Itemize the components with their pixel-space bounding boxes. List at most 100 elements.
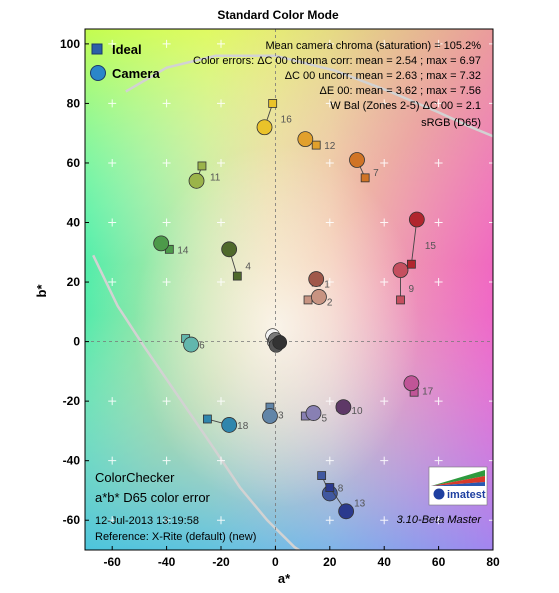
patch-13-ideal-marker bbox=[325, 483, 335, 492]
neutral-patch-marker bbox=[272, 335, 288, 350]
patch-17-camera-marker bbox=[403, 375, 420, 392]
legend: Ideal Camera bbox=[90, 42, 160, 81]
patch-15-ideal-marker bbox=[406, 259, 416, 269]
grid-cross bbox=[108, 39, 117, 48]
patch-11-camera-marker bbox=[188, 172, 205, 189]
legend-ideal-marker bbox=[91, 43, 103, 55]
x-tick-label: 80 bbox=[486, 555, 500, 569]
info-line-1: Mean camera chroma (saturation) = 105.2% bbox=[265, 40, 481, 52]
patch-14-camera-marker bbox=[153, 235, 170, 252]
grid-cross bbox=[162, 39, 171, 48]
gamut-curve-2 bbox=[125, 54, 493, 138]
patch-16-label: 16 bbox=[281, 114, 293, 125]
grid-cross bbox=[108, 516, 117, 525]
patch-7-camera-marker bbox=[349, 152, 365, 168]
patch-15-label: 15 bbox=[425, 241, 437, 252]
grid-cross bbox=[489, 397, 493, 406]
plot-frame bbox=[84, 28, 494, 551]
grid-cross bbox=[380, 397, 389, 406]
grid-cross bbox=[108, 99, 117, 108]
patch-11-ideal-marker bbox=[197, 161, 207, 171]
patch-12-ideal-marker bbox=[311, 140, 321, 150]
grid-cross bbox=[162, 99, 171, 108]
chart-title: Standard Color Mode bbox=[217, 8, 339, 22]
info-line-2: Color errors: ΔC 00 chroma corr: mean = … bbox=[193, 55, 481, 67]
patch-10-camera-marker bbox=[335, 399, 352, 415]
patch-3-label: 3 bbox=[278, 411, 284, 422]
imatest-logo: imatest bbox=[428, 466, 488, 506]
grid-cross bbox=[434, 397, 443, 406]
patch-13-camera-marker bbox=[338, 503, 355, 520]
y-tick-label: 0 bbox=[73, 335, 80, 349]
patch-7-ideal-marker bbox=[360, 173, 370, 183]
grid-cross bbox=[162, 456, 171, 465]
patch-12-camera-marker bbox=[297, 131, 314, 148]
patch-6-label: 6 bbox=[199, 341, 205, 352]
patch-5-camera-marker bbox=[305, 405, 322, 421]
grid-cross bbox=[380, 99, 389, 108]
grid-cross bbox=[217, 158, 225, 167]
grid-cross bbox=[217, 99, 225, 108]
y-axis-label: b* bbox=[34, 284, 49, 298]
grid-cross bbox=[489, 278, 493, 287]
grid-cross bbox=[380, 516, 389, 525]
chart-name-label: ColorChecker bbox=[95, 470, 175, 485]
legend-ideal-label: Ideal bbox=[112, 42, 142, 57]
patch-10-label: 10 bbox=[351, 406, 363, 417]
grid-cross bbox=[162, 158, 171, 167]
patch-14-label: 14 bbox=[177, 245, 189, 256]
legend-camera-label: Camera bbox=[112, 66, 160, 81]
patch-2-label: 2 bbox=[327, 297, 333, 308]
patch-11-label: 11 bbox=[210, 172, 221, 183]
patch-17-label: 17 bbox=[422, 387, 434, 398]
y-tick-label: 80 bbox=[67, 96, 81, 110]
legend-camera-marker bbox=[90, 65, 106, 81]
grid-cross bbox=[217, 516, 225, 525]
reference-label: Reference: X-Rite (default) (new) bbox=[95, 531, 256, 543]
version-label: 3.10-Beta Master bbox=[397, 514, 483, 526]
grid-cross bbox=[162, 516, 171, 525]
patch-4-ideal-marker bbox=[232, 271, 242, 281]
x-tick-label: -40 bbox=[158, 555, 176, 569]
patch-6-camera-marker bbox=[183, 336, 199, 353]
grid-cross bbox=[434, 99, 443, 108]
grid-cross bbox=[380, 456, 389, 465]
grid-cross bbox=[489, 516, 493, 525]
axis-ticks: -60 -40 -20 0 20 40 60 80 -60 -40 -20 0 20 40 60 80 100 bbox=[60, 37, 500, 569]
y-tick-label: 20 bbox=[67, 275, 81, 289]
patch-18-ideal-marker bbox=[202, 414, 212, 424]
x-tick-label: 0 bbox=[272, 555, 279, 569]
patch-2-camera-marker bbox=[311, 289, 327, 305]
y-tick-label: -40 bbox=[63, 454, 81, 468]
patch-4-label: 4 bbox=[245, 262, 251, 273]
grid-cross bbox=[325, 39, 334, 48]
grid-cross bbox=[217, 218, 225, 227]
grid-cross bbox=[108, 397, 117, 406]
grid-cross bbox=[489, 456, 493, 465]
grid-cross bbox=[380, 278, 389, 287]
grid-cross bbox=[434, 278, 443, 287]
patch-9-camera-marker bbox=[392, 262, 409, 279]
y-tick-label: 100 bbox=[60, 37, 80, 51]
grid-cross bbox=[108, 456, 117, 465]
grid-cross bbox=[434, 516, 443, 525]
patch-4-camera-marker bbox=[221, 241, 238, 258]
patch-3-camera-marker bbox=[262, 408, 278, 424]
info-line-5: W Bal (Zones 2-5) ΔC 00 = 2.1 bbox=[330, 100, 481, 112]
grid-cross bbox=[162, 218, 171, 227]
patch-9-label: 9 bbox=[409, 284, 415, 295]
grid-cross bbox=[325, 278, 334, 287]
x-tick-label: -60 bbox=[104, 555, 122, 569]
grid-cross bbox=[380, 158, 389, 167]
grid-cross bbox=[325, 99, 334, 108]
patch-7-label: 7 bbox=[373, 168, 379, 179]
error-summary: Mean camera chroma (saturation) = 105.2%… bbox=[193, 40, 481, 129]
grid-cross bbox=[162, 278, 171, 287]
patch-12-label: 12 bbox=[324, 141, 336, 152]
grid-cross bbox=[489, 39, 493, 48]
x-axis-label: a* bbox=[278, 571, 291, 586]
patch-18-camera-marker bbox=[221, 417, 238, 433]
patch-2-ideal-marker bbox=[303, 295, 313, 305]
grid-cross bbox=[434, 39, 443, 48]
